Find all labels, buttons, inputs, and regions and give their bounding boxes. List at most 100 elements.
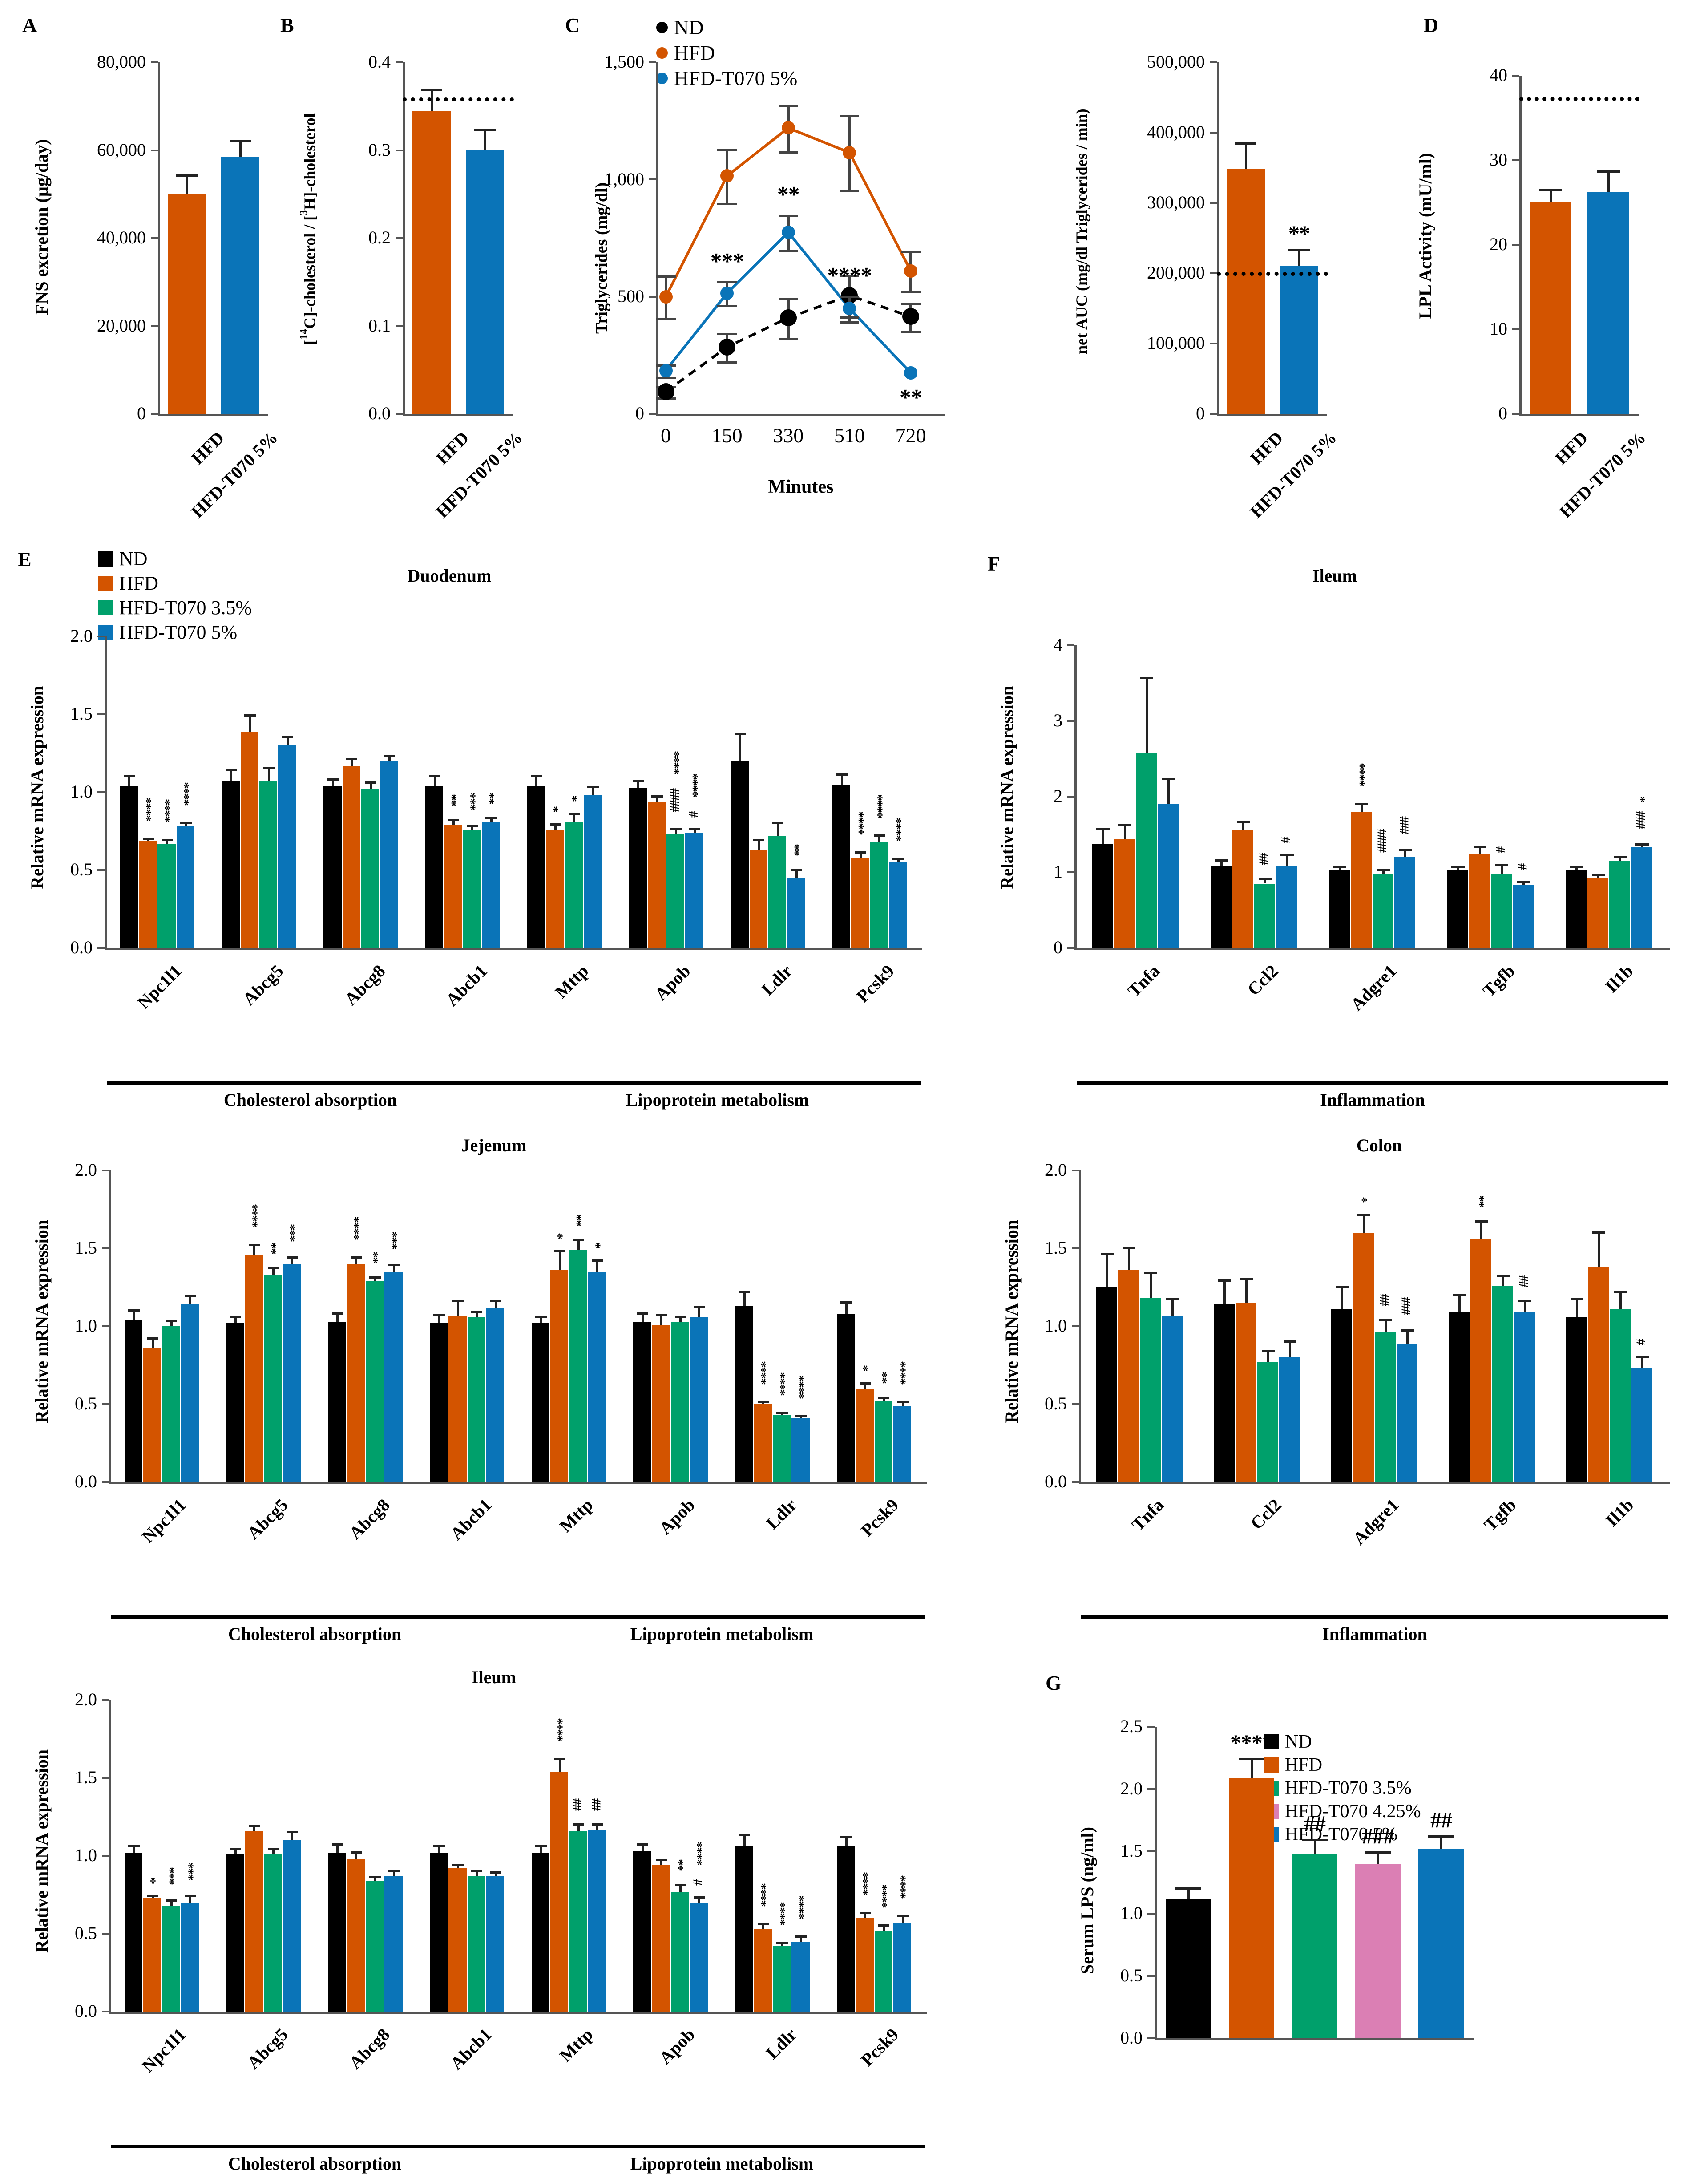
error-bar[interactable] (234, 1848, 237, 1854)
error-bar[interactable] (776, 822, 779, 836)
bar[interactable] (1373, 874, 1394, 948)
bar[interactable] (259, 781, 278, 948)
bar[interactable] (791, 1941, 810, 2012)
legend-item[interactable]: HFD-T070 5% (1264, 1824, 1421, 1845)
error-bar[interactable] (577, 1823, 580, 1831)
error-cap[interactable] (795, 1415, 807, 1417)
bar[interactable] (481, 822, 500, 948)
error-cap[interactable] (531, 775, 542, 777)
error-cap[interactable] (420, 89, 443, 91)
error-bar[interactable] (388, 755, 391, 761)
error-bar[interactable] (679, 1315, 682, 1322)
significance-marker[interactable]: * (856, 1365, 871, 1371)
error-cap[interactable] (448, 818, 460, 821)
error-cap[interactable] (897, 1915, 909, 1917)
error-bar[interactable] (456, 1863, 459, 1868)
significance-marker[interactable]: ** (1472, 1195, 1487, 1207)
y-tick[interactable] (102, 2011, 109, 2012)
bar[interactable] (856, 1389, 874, 1482)
error-cap[interactable] (840, 115, 860, 117)
error-cap[interactable] (840, 296, 860, 298)
bar[interactable] (444, 825, 462, 948)
bar[interactable] (124, 1853, 143, 2012)
bar[interactable] (735, 1846, 753, 2012)
bar[interactable] (384, 1876, 403, 2012)
significance-marker[interactable]: **** (551, 1717, 566, 1741)
error-bar[interactable] (456, 1300, 459, 1316)
y-axis[interactable] (1155, 1727, 1157, 2038)
y-tick-label[interactable]: 0.0 (1120, 2028, 1143, 2048)
y-tick-label[interactable]: 1.0 (1045, 1316, 1067, 1336)
error-bar[interactable] (369, 781, 372, 789)
y-tick[interactable] (396, 61, 403, 63)
bar[interactable] (749, 850, 767, 948)
y-tick[interactable] (1072, 1403, 1079, 1405)
error-bar[interactable] (1313, 1839, 1316, 1854)
legend-label[interactable]: HFD (1285, 1755, 1323, 1775)
error-bar[interactable] (1220, 859, 1223, 866)
significance-marker[interactable]: ** (264, 1242, 279, 1254)
error-bar[interactable] (739, 733, 741, 761)
y-tick[interactable] (1067, 796, 1074, 798)
significance-marker[interactable]: ### (1398, 1297, 1413, 1314)
error-bar[interactable] (558, 1250, 561, 1270)
error-bar[interactable] (799, 1935, 802, 1942)
error-bar[interactable] (336, 1312, 339, 1322)
data-point[interactable] (904, 264, 918, 278)
error-cap[interactable] (670, 828, 682, 830)
significance-marker[interactable]: ## (588, 1798, 603, 1810)
error-cap[interactable] (1401, 1329, 1414, 1332)
error-bar[interactable] (471, 825, 474, 830)
error-bar[interactable] (484, 129, 486, 150)
significance-marker[interactable]: **** (773, 1372, 788, 1395)
error-bar[interactable] (1458, 1293, 1461, 1312)
error-bar[interactable] (845, 1301, 848, 1314)
y-tick[interactable] (97, 713, 105, 715)
significance-marker[interactable]: **** (875, 1884, 890, 1907)
bar[interactable] (139, 840, 157, 948)
error-bar[interactable] (272, 1848, 275, 1854)
error-cap[interactable] (1162, 777, 1175, 780)
error-cap[interactable] (778, 151, 798, 154)
error-cap[interactable] (161, 839, 173, 841)
y-tick-label[interactable]: 0.5 (1045, 1393, 1067, 1414)
error-bar[interactable] (660, 1859, 663, 1865)
error-cap[interactable] (229, 140, 251, 142)
x-tick-label[interactable]: 510 (834, 424, 865, 447)
significance-marker[interactable]: **** (245, 1203, 260, 1227)
y-tick[interactable] (649, 61, 656, 63)
bar[interactable] (1530, 202, 1571, 414)
bar[interactable] (448, 1315, 467, 1482)
bar[interactable] (888, 862, 907, 948)
legend-label[interactable]: HFD-T070 5% (1285, 1824, 1398, 1845)
y-tick-label[interactable]: 1,500 (604, 52, 644, 72)
legend-label[interactable]: HFD-T070 5% (119, 621, 238, 643)
error-bar[interactable] (170, 1320, 173, 1326)
error-bar[interactable] (596, 1823, 599, 1830)
error-cap[interactable] (592, 1259, 603, 1262)
error-bar[interactable] (287, 736, 289, 745)
x-axis[interactable] (1519, 414, 1639, 416)
group-underline[interactable] (111, 1615, 518, 1619)
significance-marker[interactable]: **** (792, 1895, 807, 1919)
x-category-label[interactable]: Il1b (1601, 1494, 1638, 1531)
bar[interactable] (1210, 866, 1232, 948)
significance-marker[interactable]: * (144, 1877, 159, 1883)
error-cap[interactable] (892, 858, 904, 860)
y-tick[interactable] (1147, 1726, 1155, 1728)
error-cap[interactable] (1218, 1279, 1232, 1282)
bar[interactable] (735, 1306, 753, 1482)
bar[interactable] (323, 786, 342, 948)
x-category-label[interactable]: Adgre1 (1346, 960, 1401, 1015)
bar[interactable] (1118, 1270, 1139, 1482)
legend-label[interactable]: HFD-T070 5% (674, 67, 798, 89)
error-cap[interactable] (656, 318, 676, 320)
error-cap[interactable] (369, 1876, 381, 1878)
bar[interactable] (772, 1946, 791, 2012)
error-cap[interactable] (1258, 877, 1272, 880)
bar[interactable] (384, 1271, 403, 1482)
bar[interactable] (652, 1324, 670, 1482)
bar[interactable] (772, 1415, 791, 1482)
error-cap[interactable] (637, 1312, 649, 1315)
bar[interactable] (429, 1853, 448, 2012)
